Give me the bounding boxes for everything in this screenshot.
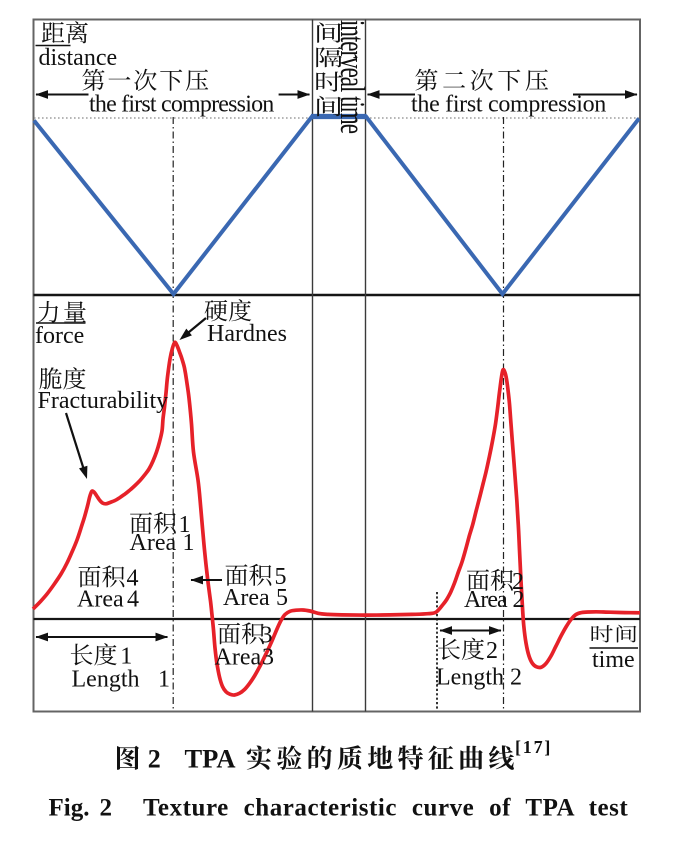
svg-text:4: 4 xyxy=(127,566,139,592)
svg-text:interveal time: interveal time xyxy=(333,20,371,133)
svg-text:TPA: TPA xyxy=(185,744,236,774)
svg-text:Hardnes: Hardnes xyxy=(207,321,287,347)
svg-text:2: 2 xyxy=(100,795,113,822)
svg-text:2: 2 xyxy=(513,587,525,613)
svg-text:Length: Length xyxy=(72,667,140,693)
svg-text:Area: Area xyxy=(130,530,177,556)
svg-text:[17]: [17] xyxy=(515,737,552,757)
svg-text:4: 4 xyxy=(127,587,139,613)
svg-text:Area: Area xyxy=(215,645,262,671)
svg-text:5: 5 xyxy=(276,585,288,611)
svg-text:3: 3 xyxy=(262,645,274,671)
svg-text:1: 1 xyxy=(179,512,191,538)
svg-text:2: 2 xyxy=(148,745,161,774)
svg-text:Area: Area xyxy=(464,587,508,613)
svg-text:Length: Length xyxy=(436,665,504,691)
svg-text:distance: distance xyxy=(39,45,118,71)
svg-text:1: 1 xyxy=(158,667,170,693)
svg-text:the first compression: the first compression xyxy=(89,92,274,118)
svg-text:5: 5 xyxy=(275,564,287,590)
svg-text:force: force xyxy=(35,323,84,349)
svg-text:Area: Area xyxy=(223,585,270,611)
svg-text:2: 2 xyxy=(486,638,498,664)
svg-text:3: 3 xyxy=(261,623,273,649)
svg-text:Fig.: Fig. xyxy=(49,795,90,822)
svg-text:1: 1 xyxy=(120,644,132,670)
svg-text:2: 2 xyxy=(510,665,522,691)
svg-text:Fracturability: Fracturability xyxy=(38,388,169,414)
svg-text:time: time xyxy=(592,647,635,673)
svg-text:Texture characteristic curve o: Texture characteristic curve of TPA test xyxy=(143,795,628,822)
svg-text:1: 1 xyxy=(183,530,195,556)
svg-text:2: 2 xyxy=(512,569,524,595)
svg-text:Area: Area xyxy=(77,587,124,613)
svg-text:the first compression: the first compression xyxy=(411,92,606,118)
